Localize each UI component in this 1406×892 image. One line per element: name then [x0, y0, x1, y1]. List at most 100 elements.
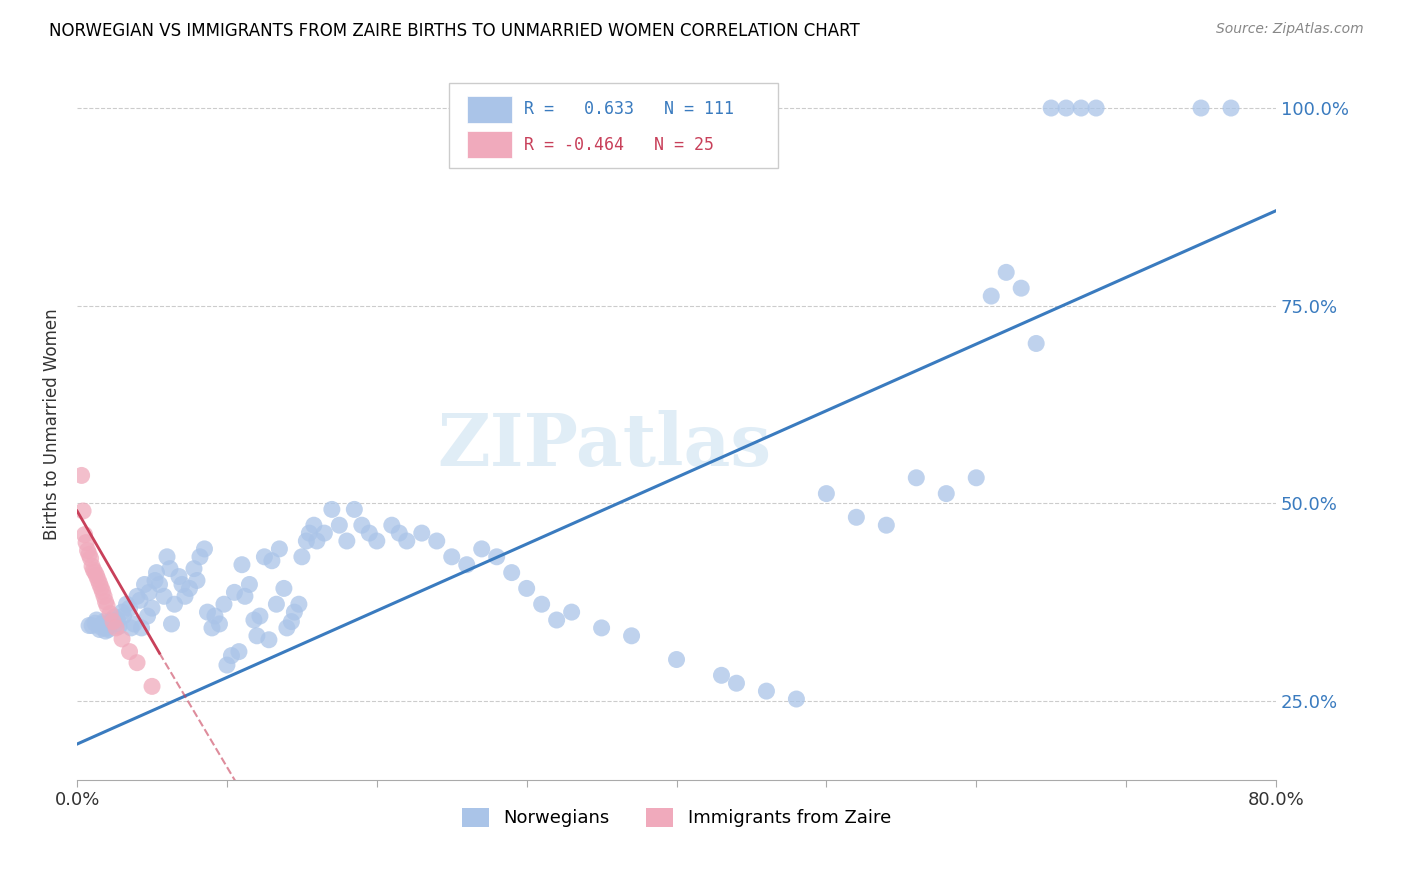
Point: [143, 574, 166, 588]
Point: [1054, 101, 1077, 115]
Point: [273, 582, 295, 596]
Point: [188, 549, 211, 564]
Text: R = -0.464   N = 25: R = -0.464 N = 25: [524, 136, 714, 153]
Point: [160, 617, 183, 632]
Point: [291, 549, 314, 564]
FancyBboxPatch shape: [467, 95, 512, 122]
Point: [101, 615, 124, 629]
Point: [359, 526, 381, 541]
Point: [186, 574, 208, 588]
Point: [224, 585, 246, 599]
Point: [83, 563, 105, 577]
Point: [935, 486, 957, 500]
Point: [546, 613, 568, 627]
Point: [125, 656, 148, 670]
Point: [1025, 336, 1047, 351]
Point: [80, 559, 103, 574]
Point: [96, 599, 118, 613]
FancyBboxPatch shape: [467, 131, 512, 158]
Point: [249, 609, 271, 624]
Point: [84, 616, 107, 631]
Text: R =   0.633   N = 111: R = 0.633 N = 111: [524, 100, 734, 118]
Point: [120, 621, 142, 635]
Point: [620, 629, 643, 643]
Point: [94, 624, 117, 638]
Text: NORWEGIAN VS IMMIGRANTS FROM ZAIRE BIRTHS TO UNMARRIED WOMEN CORRELATION CHART: NORWEGIAN VS IMMIGRANTS FROM ZAIRE BIRTH…: [49, 22, 860, 40]
Point: [98, 617, 121, 632]
Point: [280, 615, 302, 629]
Point: [298, 526, 321, 541]
Point: [995, 265, 1018, 279]
Point: [485, 549, 508, 564]
Point: [366, 534, 388, 549]
Point: [89, 576, 111, 591]
Point: [755, 684, 778, 698]
Point: [905, 471, 928, 485]
Point: [471, 541, 494, 556]
Point: [70, 468, 93, 483]
Point: [516, 582, 538, 596]
Point: [269, 541, 291, 556]
Point: [965, 471, 987, 485]
Point: [295, 534, 318, 549]
Point: [93, 615, 115, 629]
Y-axis label: Births to Unmarried Women: Births to Unmarried Women: [44, 309, 60, 540]
Point: [501, 566, 523, 580]
Point: [93, 590, 115, 604]
Point: [845, 510, 868, 524]
Point: [107, 613, 129, 627]
Point: [112, 609, 135, 624]
Point: [134, 577, 156, 591]
Point: [89, 623, 111, 637]
Point: [440, 549, 463, 564]
Point: [208, 617, 231, 632]
Point: [94, 595, 117, 609]
Point: [105, 621, 128, 635]
Point: [221, 648, 243, 663]
Legend: Norwegians, Immigrants from Zaire: Norwegians, Immigrants from Zaire: [456, 801, 898, 835]
Point: [561, 605, 583, 619]
Point: [314, 526, 336, 541]
Point: [115, 597, 138, 611]
Point: [90, 620, 112, 634]
Point: [1085, 101, 1108, 115]
Point: [305, 534, 328, 549]
Point: [170, 577, 193, 591]
Point: [159, 562, 181, 576]
Point: [129, 593, 152, 607]
Point: [131, 621, 153, 635]
Point: [665, 652, 688, 666]
Text: Source: ZipAtlas.com: Source: ZipAtlas.com: [1216, 22, 1364, 37]
Point: [238, 577, 260, 591]
Point: [302, 518, 325, 533]
Point: [193, 541, 215, 556]
Point: [77, 618, 100, 632]
Point: [231, 558, 253, 572]
Point: [79, 551, 101, 566]
Point: [395, 534, 418, 549]
Point: [350, 518, 373, 533]
Point: [266, 597, 288, 611]
Point: [75, 535, 97, 549]
Point: [456, 558, 478, 572]
Point: [87, 573, 110, 587]
Point: [163, 597, 186, 611]
Point: [204, 609, 226, 624]
Point: [725, 676, 748, 690]
Point: [426, 534, 449, 549]
Point: [174, 590, 197, 604]
Point: [125, 590, 148, 604]
Point: [212, 597, 235, 611]
Point: [77, 548, 100, 562]
Point: [381, 518, 404, 533]
Point: [156, 549, 179, 564]
Point: [288, 597, 311, 611]
Point: [253, 549, 276, 564]
Point: [91, 617, 114, 632]
FancyBboxPatch shape: [449, 83, 779, 168]
Point: [328, 518, 350, 533]
Point: [343, 502, 366, 516]
Point: [141, 679, 163, 693]
Point: [76, 543, 98, 558]
Point: [72, 504, 94, 518]
